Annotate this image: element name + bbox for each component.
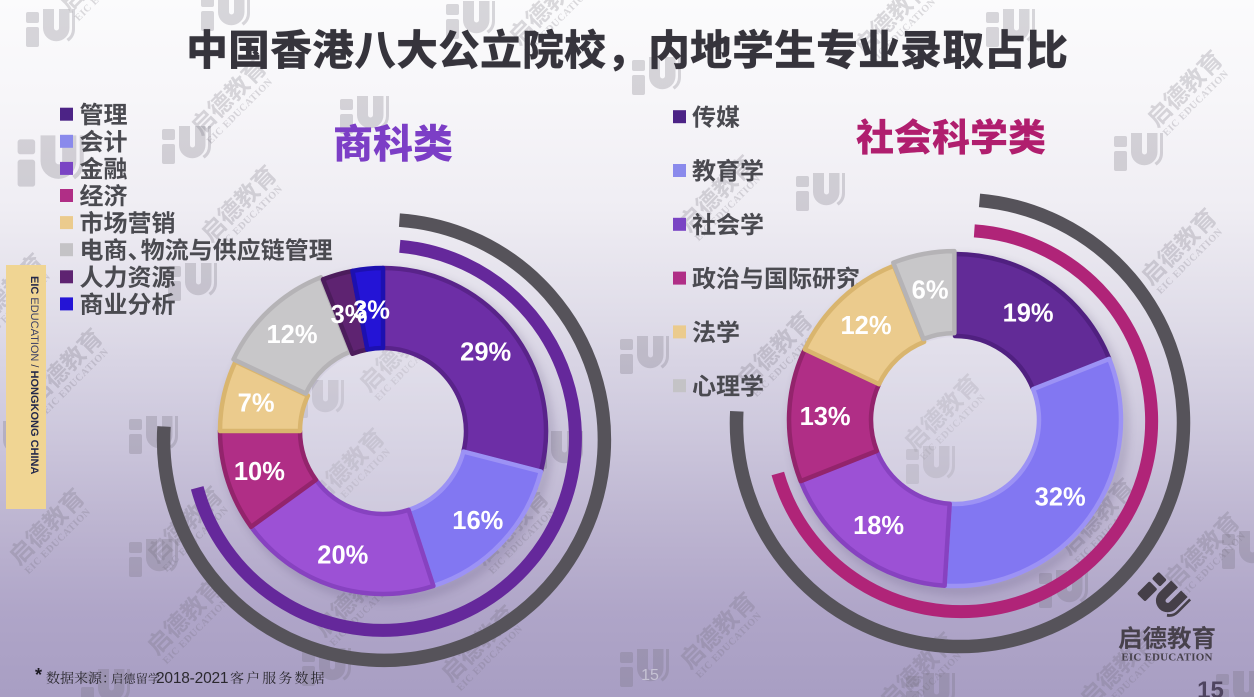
svg-text:*: * [35, 665, 42, 685]
svg-text:12%: 12% [840, 312, 891, 340]
svg-text:EIC EDUCATION / HONGKONG CHINA: EIC EDUCATION / HONGKONG CHINA [28, 276, 40, 474]
svg-text:19%: 19% [1003, 300, 1054, 328]
svg-text:15: 15 [641, 667, 659, 684]
svg-text:2018-2021: 2018-2021 [156, 670, 228, 687]
svg-text:12%: 12% [266, 321, 317, 349]
svg-text:3%: 3% [331, 301, 368, 329]
svg-text:10%: 10% [234, 458, 285, 486]
svg-text:EIC EDUCATION: EIC EDUCATION [1121, 652, 1212, 664]
svg-text:18%: 18% [853, 512, 904, 540]
svg-text:13%: 13% [800, 403, 851, 431]
svg-text:32%: 32% [1035, 483, 1086, 511]
svg-text:6%: 6% [912, 276, 949, 304]
svg-text:7%: 7% [238, 390, 275, 418]
svg-text:29%: 29% [460, 338, 511, 366]
svg-text:3%: 3% [353, 297, 390, 325]
svg-text:15: 15 [1197, 677, 1224, 697]
svg-text:20%: 20% [317, 542, 368, 570]
svg-text:16%: 16% [452, 507, 503, 535]
